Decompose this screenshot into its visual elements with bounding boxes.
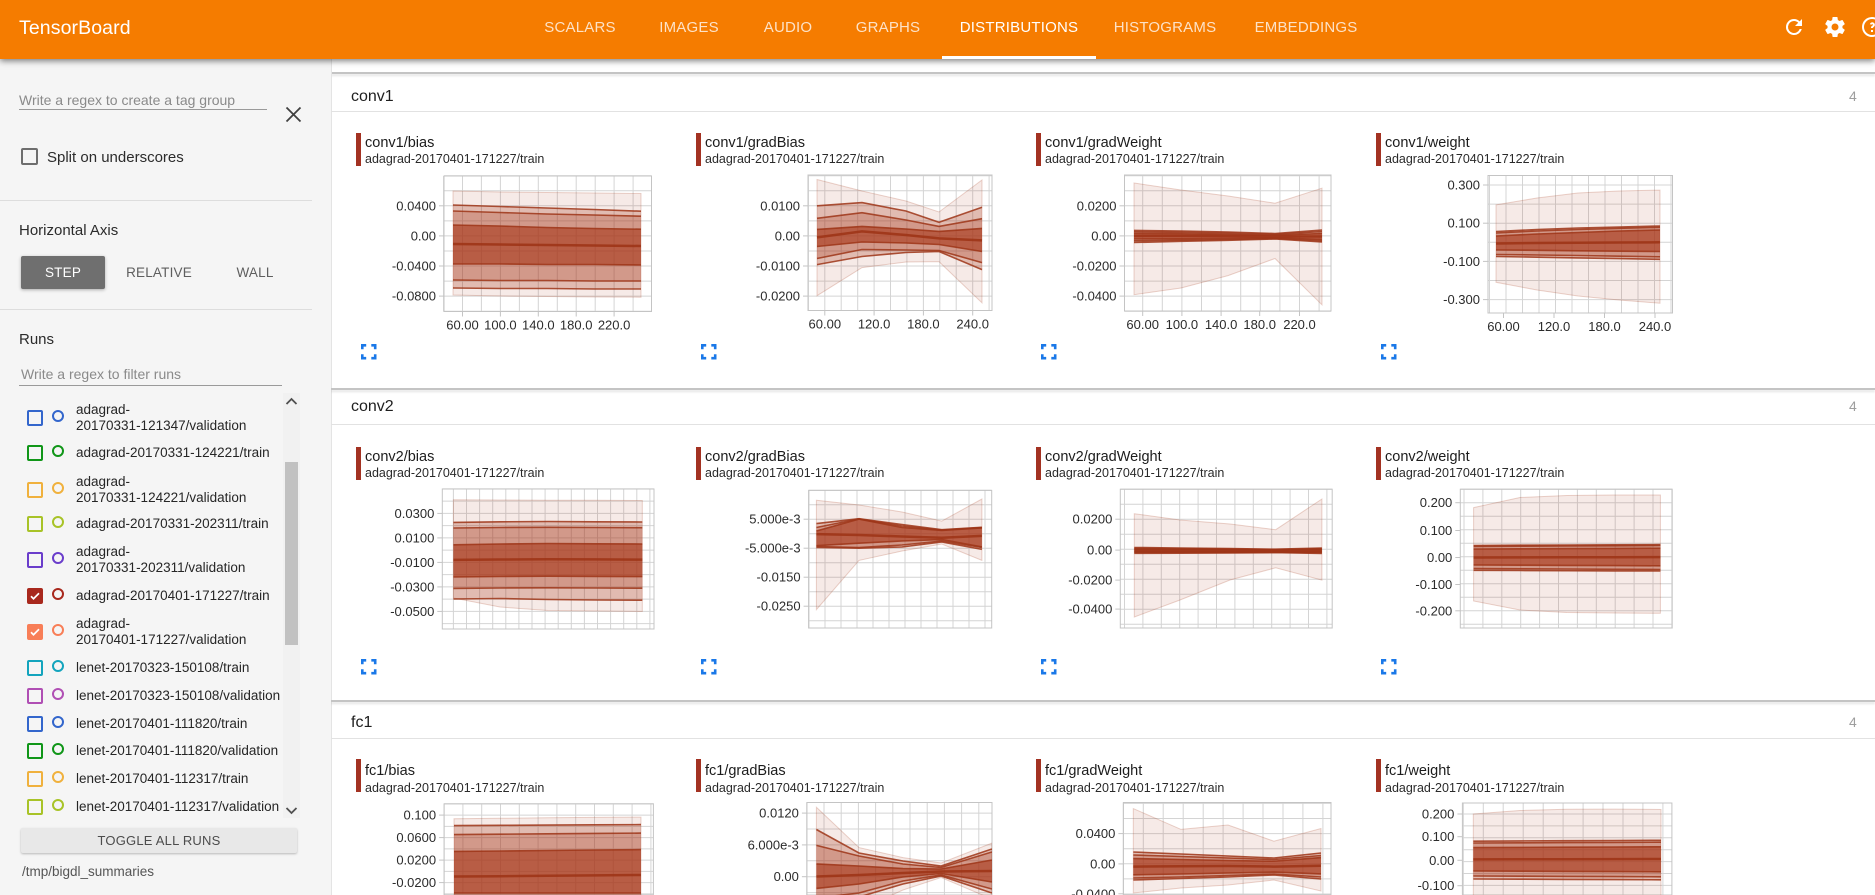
svg-text:60.00: 60.00 bbox=[446, 318, 479, 333]
svg-text:-0.0150: -0.0150 bbox=[757, 570, 801, 585]
svg-text:0.100: 0.100 bbox=[1422, 829, 1455, 844]
svg-text:-0.0200: -0.0200 bbox=[756, 289, 800, 304]
svg-text:60.00: 60.00 bbox=[1487, 319, 1520, 334]
svg-text:180.0: 180.0 bbox=[907, 317, 940, 332]
svg-text:180.0: 180.0 bbox=[1588, 319, 1621, 334]
svg-text:-0.0400: -0.0400 bbox=[1072, 289, 1116, 304]
svg-text:-0.300: -0.300 bbox=[1443, 292, 1480, 307]
svg-text:0.00: 0.00 bbox=[1429, 853, 1454, 868]
svg-text:0.0100: 0.0100 bbox=[395, 530, 435, 545]
svg-text:-0.0300: -0.0300 bbox=[390, 579, 434, 594]
svg-text:-0.0200: -0.0200 bbox=[1072, 259, 1116, 274]
svg-text:-0.200: -0.200 bbox=[1415, 603, 1452, 618]
svg-text:-0.0250: -0.0250 bbox=[757, 599, 801, 614]
svg-text:120.0: 120.0 bbox=[858, 317, 891, 332]
svg-text:0.100: 0.100 bbox=[1420, 523, 1453, 538]
svg-text:0.00: 0.00 bbox=[1090, 856, 1115, 871]
svg-text:220.0: 220.0 bbox=[1283, 317, 1316, 332]
svg-text:0.0100: 0.0100 bbox=[760, 198, 800, 213]
svg-text:0.100: 0.100 bbox=[404, 808, 437, 823]
svg-text:0.0600: 0.0600 bbox=[396, 830, 436, 845]
svg-text:0.300: 0.300 bbox=[1447, 178, 1480, 193]
svg-text:0.0300: 0.0300 bbox=[395, 506, 435, 521]
svg-text:-5.000e-3: -5.000e-3 bbox=[745, 541, 801, 556]
svg-text:0.00: 0.00 bbox=[1091, 228, 1116, 243]
svg-text:100.0: 100.0 bbox=[484, 318, 517, 333]
svg-text:0.100: 0.100 bbox=[1447, 216, 1480, 231]
svg-text:140.0: 140.0 bbox=[1205, 317, 1238, 332]
svg-text:-0.100: -0.100 bbox=[1443, 254, 1480, 269]
svg-text:240.0: 240.0 bbox=[956, 317, 989, 332]
svg-text:240.0: 240.0 bbox=[1639, 319, 1672, 334]
svg-text:-0.0200: -0.0200 bbox=[392, 875, 436, 890]
svg-text:0.00: 0.00 bbox=[775, 228, 800, 243]
svg-text:0.0120: 0.0120 bbox=[759, 806, 799, 821]
svg-text:6.000e-3: 6.000e-3 bbox=[748, 837, 799, 852]
svg-text:0.0200: 0.0200 bbox=[1077, 198, 1117, 213]
svg-text:-0.100: -0.100 bbox=[1415, 577, 1452, 592]
svg-text:-0.0400: -0.0400 bbox=[392, 259, 436, 274]
svg-text:-0.0200: -0.0200 bbox=[1068, 573, 1112, 588]
svg-text:120.0: 120.0 bbox=[1538, 319, 1571, 334]
svg-text:-0.0400: -0.0400 bbox=[1068, 602, 1112, 617]
svg-text:0.200: 0.200 bbox=[1420, 495, 1453, 510]
svg-text:60.00: 60.00 bbox=[809, 317, 842, 332]
svg-text:0.0400: 0.0400 bbox=[396, 198, 436, 213]
svg-text:0.0200: 0.0200 bbox=[396, 853, 436, 868]
svg-text:180.0: 180.0 bbox=[560, 318, 593, 333]
svg-text:0.200: 0.200 bbox=[1422, 807, 1455, 822]
svg-text:0.0200: 0.0200 bbox=[1073, 512, 1113, 527]
svg-text:60.00: 60.00 bbox=[1126, 317, 1159, 332]
svg-text:0.0400: 0.0400 bbox=[1076, 826, 1116, 841]
svg-text:0.00: 0.00 bbox=[774, 869, 799, 884]
svg-text:220.0: 220.0 bbox=[598, 318, 631, 333]
svg-text:-0.0400: -0.0400 bbox=[1071, 886, 1115, 895]
svg-text:100.0: 100.0 bbox=[1166, 317, 1199, 332]
svg-text:140.0: 140.0 bbox=[522, 318, 555, 333]
svg-text:-0.0100: -0.0100 bbox=[756, 259, 800, 274]
svg-text:0.00: 0.00 bbox=[1087, 543, 1112, 558]
svg-text:180.0: 180.0 bbox=[1243, 317, 1276, 332]
svg-text:-0.0800: -0.0800 bbox=[392, 289, 436, 304]
svg-text:0.00: 0.00 bbox=[1427, 550, 1452, 565]
svg-text:-0.100: -0.100 bbox=[1418, 878, 1455, 893]
svg-text:0.00: 0.00 bbox=[411, 228, 436, 243]
svg-text:5.000e-3: 5.000e-3 bbox=[749, 512, 800, 527]
svg-text:-0.0500: -0.0500 bbox=[390, 604, 434, 619]
svg-text:-0.0100: -0.0100 bbox=[390, 555, 434, 570]
